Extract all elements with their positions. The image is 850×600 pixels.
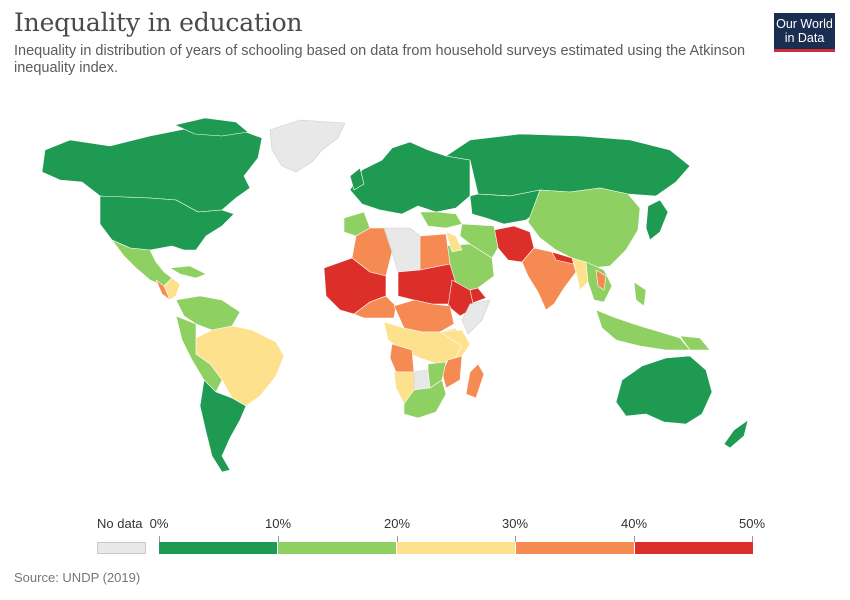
logo-line-1: Our World <box>776 17 833 31</box>
region-greenland[interactable] <box>269 119 346 173</box>
region-arctic-islands[interactable] <box>174 117 249 137</box>
region-turkey[interactable] <box>419 211 463 229</box>
legend-tick-mark <box>397 536 398 542</box>
legend-bin-10-20[interactable] <box>278 542 397 554</box>
region-iran[interactable] <box>459 223 499 259</box>
legend-no-data-label: No data <box>97 516 143 531</box>
region-central-africa[interactable] <box>393 299 455 333</box>
legend-tick-mark <box>278 536 279 542</box>
region-philippines[interactable] <box>633 281 647 307</box>
region-new-zealand[interactable] <box>723 419 749 449</box>
legend-tick-label: 10% <box>264 516 292 531</box>
region-indonesia[interactable] <box>595 309 691 351</box>
region-japan[interactable] <box>645 199 669 241</box>
source-note[interactable]: Source: UNDP (2019) <box>14 570 141 585</box>
region-australia[interactable] <box>615 355 713 425</box>
region-caribbean[interactable] <box>169 265 207 279</box>
legend-bin-0-10[interactable] <box>159 542 278 554</box>
region-laos-cambodia[interactable] <box>595 269 607 291</box>
legend-tick-label: 30% <box>501 516 529 531</box>
legend-no-data-swatch[interactable] <box>97 542 146 554</box>
region-botswana[interactable] <box>413 369 431 391</box>
region-madagascar[interactable] <box>465 363 485 399</box>
legend-tick-mark <box>752 536 753 542</box>
region-china[interactable] <box>527 187 641 269</box>
legend-tick-mark <box>515 536 516 542</box>
legend-bin-20-30[interactable] <box>397 542 516 554</box>
region-southern-cone[interactable] <box>199 379 247 473</box>
chart-subtitle: Inequality in distribution of years of s… <box>14 43 746 76</box>
legend-tick-label: 50% <box>738 516 766 531</box>
chart-title: Inequality in education <box>14 8 303 37</box>
legend-bin-40-50[interactable] <box>635 542 753 554</box>
legend-tick-mark <box>159 536 160 542</box>
legend-tick-mark <box>634 536 635 542</box>
region-uk[interactable] <box>349 167 365 191</box>
region-canada-alaska[interactable] <box>41 125 263 213</box>
region-russia[interactable] <box>445 133 691 197</box>
legend-color-scale[interactable] <box>159 542 753 554</box>
logo-line-2: in Data <box>784 31 825 45</box>
region-europe[interactable] <box>349 141 471 215</box>
region-andes[interactable] <box>175 315 223 393</box>
legend-tick-label: 40% <box>620 516 648 531</box>
region-guatemala[interactable] <box>155 279 171 301</box>
region-egypt-sinai[interactable] <box>445 231 463 253</box>
legend-tick-label: 20% <box>383 516 411 531</box>
legend-tick-label: 0% <box>149 516 169 531</box>
region-west-africa-coast[interactable] <box>353 295 397 319</box>
region-south-africa[interactable] <box>403 379 447 419</box>
owid-logo[interactable]: Our World in Data <box>774 13 835 52</box>
legend-bin-30-40[interactable] <box>516 542 635 554</box>
region-india[interactable] <box>521 247 577 311</box>
region-somalia[interactable] <box>461 299 491 335</box>
region-png[interactable] <box>679 335 711 351</box>
region-myanmar[interactable] <box>571 257 589 291</box>
